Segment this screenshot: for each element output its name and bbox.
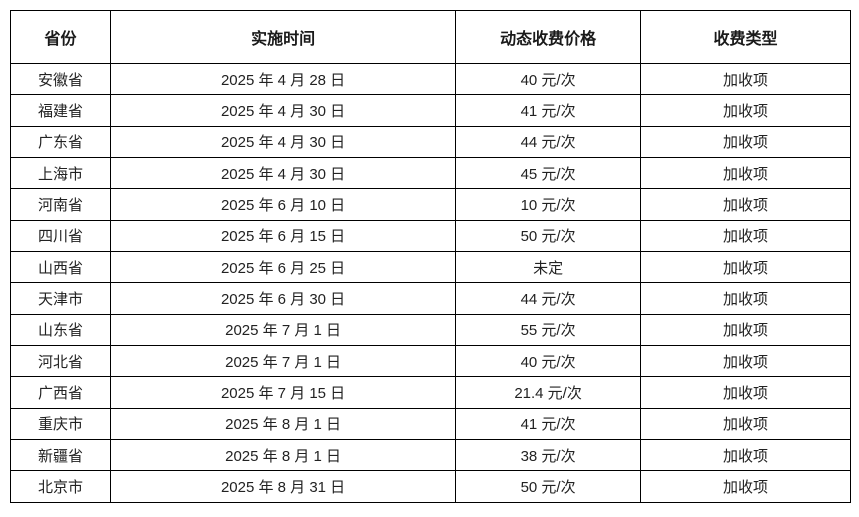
cell-date: 2025 年 7 月 1 日	[109, 313, 457, 347]
cell-date: 2025 年 4 月 30 日	[109, 125, 457, 159]
table-row: 山东省 2025 年 7 月 1 日 55 元/次 加收项	[10, 313, 852, 347]
cell-date: 2025 年 6 月 30 日	[109, 282, 457, 315]
cell-date: 2025 年 8 月 1 日	[109, 439, 457, 472]
table-row: 广西省 2025 年 7 月 15 日 21.4 元/次 加收项	[10, 376, 852, 409]
table-row: 福建省 2025 年 4 月 30 日 41 元/次 加收项	[10, 94, 852, 127]
cell-date: 2025 年 4 月 28 日	[109, 62, 457, 96]
table-row: 河北省 2025 年 7 月 1 日 40 元/次 加收项	[10, 345, 852, 378]
cell-type: 加收项	[639, 376, 852, 409]
table-row: 河南省 2025 年 6 月 10 日 10 元/次 加收项	[10, 188, 852, 221]
cell-price: 41 元/次	[455, 407, 641, 441]
cell-price: 45 元/次	[455, 157, 641, 190]
table-row: 天津市 2025 年 6 月 30 日 44 元/次 加收项	[10, 282, 852, 315]
cell-type: 加收项	[639, 219, 852, 253]
cell-price: 41 元/次	[455, 94, 641, 127]
cell-date: 2025 年 6 月 25 日	[109, 251, 457, 284]
cell-date: 2025 年 4 月 30 日	[109, 94, 457, 127]
cell-date: 2025 年 7 月 15 日	[109, 376, 457, 409]
cell-province: 上海市	[10, 157, 111, 190]
cell-type: 加收项	[639, 470, 852, 503]
dynamic-fee-table: 省份 实施时间 动态收费价格 收费类型 安徽省 2025 年 4 月 28 日 40 元/…	[10, 10, 852, 503]
cell-province: 山西省	[10, 251, 111, 284]
cell-date: 2025 年 4 月 30 日	[109, 157, 457, 190]
cell-price: 44 元/次	[455, 282, 641, 315]
cell-type: 加收项	[639, 313, 852, 347]
cell-price: 50 元/次	[455, 470, 641, 503]
cell-province: 重庆市	[10, 407, 111, 441]
cell-province: 山东省	[10, 313, 111, 347]
cell-type: 加收项	[639, 62, 852, 96]
cell-price: 50 元/次	[455, 219, 641, 253]
cell-province: 天津市	[10, 282, 111, 315]
cell-province: 广东省	[10, 125, 111, 159]
cell-price: 40 元/次	[455, 345, 641, 378]
cell-province: 新疆省	[10, 439, 111, 472]
cell-province: 广西省	[10, 376, 111, 409]
cell-date: 2025 年 6 月 15 日	[109, 219, 457, 253]
cell-date: 2025 年 8 月 1 日	[109, 407, 457, 441]
cell-price: 44 元/次	[455, 125, 641, 159]
table-row: 山西省 2025 年 6 月 25 日未定 加收项	[10, 251, 852, 284]
cell-province: 河北省	[10, 345, 111, 378]
cell-type: 加收项	[639, 439, 852, 472]
cell-province: 安徽省	[10, 62, 111, 96]
table-body: 安徽省 2025 年 4 月 28 日 40 元/次 加收项 福建省 2025 年 4 月…	[10, 62, 852, 503]
table-header: 省份 实施时间 动态收费价格 收费类型	[10, 10, 852, 64]
cell-price: 55 元/次	[455, 313, 641, 347]
cell-province: 福建省	[10, 94, 111, 127]
cell-price: 21.4 元/次	[455, 376, 641, 409]
table-row: 四川省 2025 年 6 月 15 日 50 元/次 加收项	[10, 219, 852, 253]
cell-type: 加收项	[639, 157, 852, 190]
cell-price: 未定	[455, 251, 641, 284]
cell-date: 2025 年 7 月 1 日	[109, 345, 457, 378]
table-row: 上海市 2025 年 4 月 30 日 45 元/次 加收项	[10, 157, 852, 190]
column-header-province: 省份	[10, 10, 111, 64]
table-row: 重庆市 2025 年 8 月 1 日 41 元/次 加收项	[10, 407, 852, 441]
cell-price: 40 元/次	[455, 62, 641, 96]
cell-date: 2025 年 6 月 10 日	[109, 188, 457, 221]
table-row: 新疆省 2025 年 8 月 1 日 38 元/次 加收项	[10, 439, 852, 472]
cell-type: 加收项	[639, 125, 852, 159]
cell-province: 河南省	[10, 188, 111, 221]
cell-province: 北京市	[10, 470, 111, 503]
table-row: 广东省 2025 年 4 月 30 日 44 元/次 加收项	[10, 125, 852, 159]
cell-type: 加收项	[639, 345, 852, 378]
cell-type: 加收项	[639, 188, 852, 221]
header-row: 省份 实施时间 动态收费价格 收费类型	[10, 10, 852, 64]
cell-type: 加收项	[639, 282, 852, 315]
column-header-date: 实施时间	[109, 10, 457, 64]
table-row: 安徽省 2025 年 4 月 28 日 40 元/次 加收项	[10, 62, 852, 96]
cell-type: 加收项	[639, 94, 852, 127]
cell-type: 加收项	[639, 251, 852, 284]
column-header-price: 动态收费价格	[455, 10, 641, 64]
column-header-type: 收费类型	[639, 10, 852, 64]
cell-province: 四川省	[10, 219, 111, 253]
table-row: 北京市 2025 年 8 月 31 日 50 元/次 加收项	[10, 470, 852, 503]
cell-price: 38 元/次	[455, 439, 641, 472]
cell-date: 2025 年 8 月 31 日	[109, 470, 457, 503]
cell-price: 10 元/次	[455, 188, 641, 221]
cell-type: 加收项	[639, 407, 852, 441]
